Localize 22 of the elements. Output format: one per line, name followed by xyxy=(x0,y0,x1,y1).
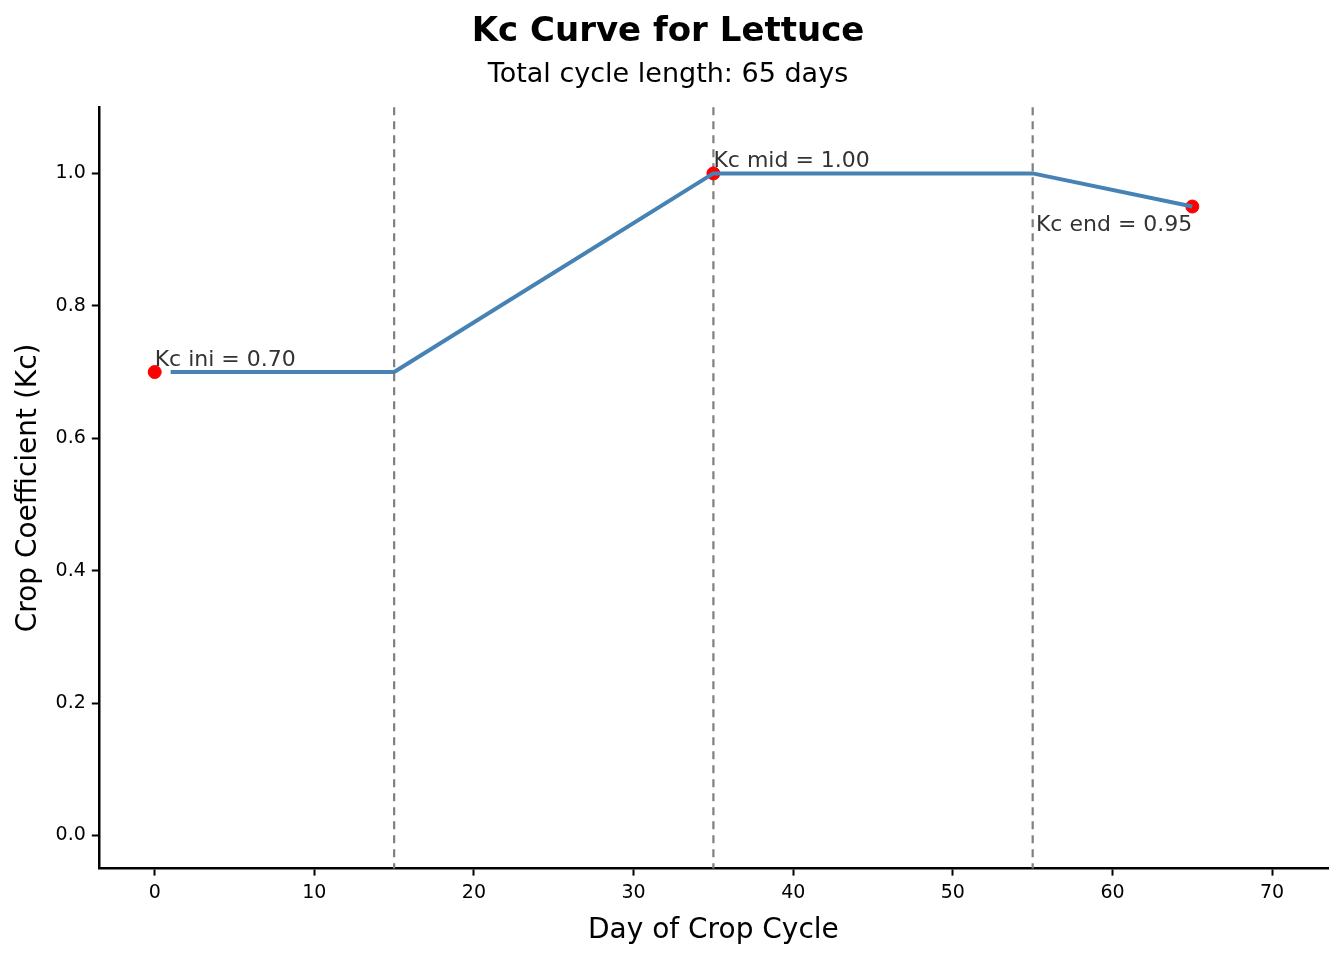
x-tick-label: 70 xyxy=(1260,879,1285,902)
y-tick-label: 0.4 xyxy=(55,557,86,580)
chart-subtitle: Total cycle length: 65 days xyxy=(486,57,849,89)
chart-title: Kc Curve for Lettuce xyxy=(471,9,865,50)
x-tick-label: 30 xyxy=(621,879,646,902)
y-axis-title: Crop Coefficient (Kc) xyxy=(10,343,44,633)
x-tick-label: 60 xyxy=(1100,879,1125,902)
annotation: Kc ini = 0.70 xyxy=(154,346,296,372)
x-tick-label: 50 xyxy=(940,879,965,902)
y-tick-label: 1.0 xyxy=(55,160,86,183)
y-tick-label: 0.0 xyxy=(55,822,86,845)
x-tick-label: 40 xyxy=(781,879,806,902)
y-tick-label: 0.2 xyxy=(55,690,86,713)
annotation: Kc mid = 1.00 xyxy=(713,147,870,173)
x-tick-label: 0 xyxy=(148,879,161,902)
point xyxy=(147,365,162,380)
x-tick-label: 10 xyxy=(302,879,327,902)
x-axis-title: Day of Crop Cycle xyxy=(587,912,839,946)
y-tick-label: 0.6 xyxy=(55,425,86,448)
annotation: Kc end = 0.95 xyxy=(1035,211,1193,237)
y-tick-label: 0.8 xyxy=(55,292,86,315)
x-tick-label: 20 xyxy=(461,879,487,902)
